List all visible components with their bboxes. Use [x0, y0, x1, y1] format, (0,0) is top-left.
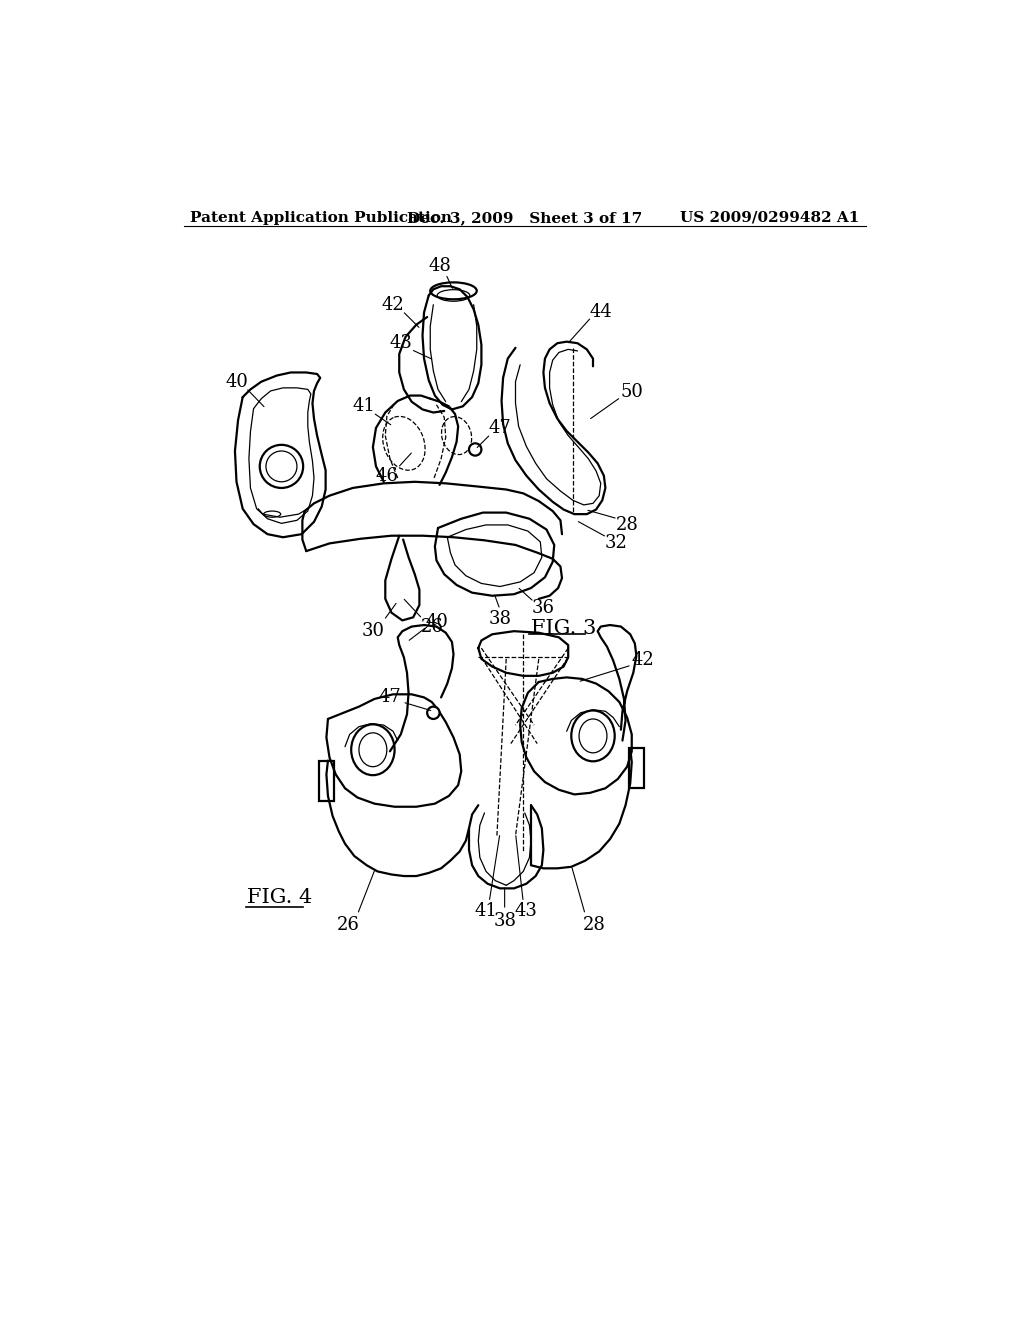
Circle shape — [427, 706, 439, 719]
Text: 42: 42 — [631, 652, 654, 669]
Text: 42: 42 — [382, 296, 404, 314]
Text: 47: 47 — [379, 689, 401, 706]
Text: 50: 50 — [621, 384, 643, 401]
Text: Patent Application Publication: Patent Application Publication — [190, 211, 452, 224]
Text: 40: 40 — [425, 612, 447, 631]
Text: 36: 36 — [531, 599, 555, 616]
Text: 43: 43 — [389, 334, 413, 352]
Text: 38: 38 — [488, 610, 512, 628]
Text: 26: 26 — [337, 916, 359, 935]
Text: 46: 46 — [376, 467, 398, 484]
Text: 47: 47 — [488, 418, 511, 437]
Text: 32: 32 — [605, 535, 628, 552]
Text: 40: 40 — [225, 372, 248, 391]
Text: FIG. 4: FIG. 4 — [248, 888, 312, 907]
Text: 43: 43 — [515, 903, 538, 920]
Text: 26: 26 — [421, 618, 443, 635]
Text: Dec. 3, 2009   Sheet 3 of 17: Dec. 3, 2009 Sheet 3 of 17 — [408, 211, 642, 224]
Text: 48: 48 — [428, 257, 451, 275]
Text: 41: 41 — [474, 903, 498, 920]
Circle shape — [469, 444, 481, 455]
Text: 30: 30 — [361, 622, 384, 640]
Text: 38: 38 — [494, 912, 516, 929]
Text: FIG. 3: FIG. 3 — [531, 619, 596, 638]
Text: 28: 28 — [583, 916, 606, 935]
Text: 28: 28 — [615, 516, 639, 533]
Text: 44: 44 — [590, 304, 612, 321]
Text: US 2009/0299482 A1: US 2009/0299482 A1 — [680, 211, 859, 224]
Text: 41: 41 — [352, 397, 375, 416]
